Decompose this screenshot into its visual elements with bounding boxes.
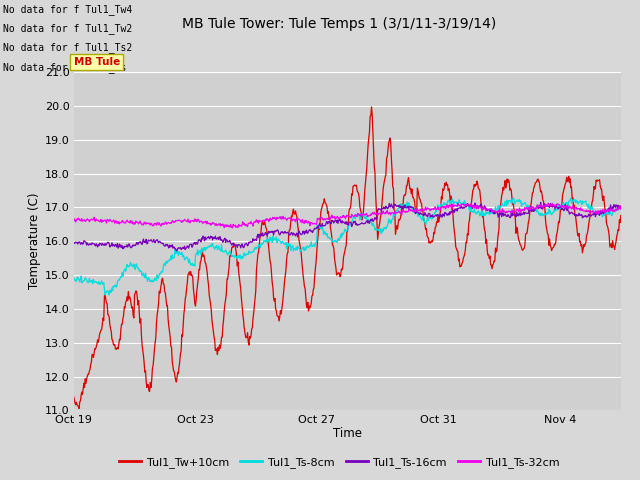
Text: No data for f Tul1_Tw4: No data for f Tul1_Tw4 xyxy=(3,4,132,15)
Text: No data for f Tul1_Ts2: No data for f Tul1_Ts2 xyxy=(3,42,132,53)
Text: No data for f Tul1_Tw2: No data for f Tul1_Tw2 xyxy=(3,23,132,34)
Text: No data for f Tul1_Ts: No data for f Tul1_Ts xyxy=(3,61,127,72)
Text: MB Tule Tower: Tule Temps 1 (3/1/11-3/19/14): MB Tule Tower: Tule Temps 1 (3/1/11-3/19… xyxy=(182,17,497,31)
Text: MB Tule: MB Tule xyxy=(74,57,120,67)
Legend: Tul1_Tw+10cm, Tul1_Ts-8cm, Tul1_Ts-16cm, Tul1_Ts-32cm: Tul1_Tw+10cm, Tul1_Ts-8cm, Tul1_Ts-16cm,… xyxy=(115,452,564,472)
Y-axis label: Temperature (C): Temperature (C) xyxy=(28,193,40,289)
X-axis label: Time: Time xyxy=(333,427,362,440)
